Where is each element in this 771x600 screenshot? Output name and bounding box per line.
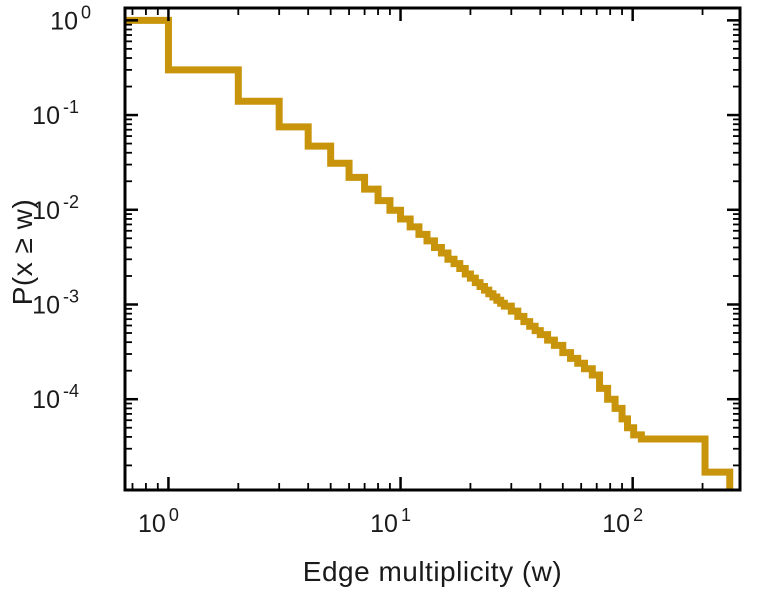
y-tick-label: 10 -2 (32, 192, 79, 225)
x-axis-label: Edge multiplicity (w) (302, 556, 563, 587)
y-tick-label: 10 -3 (32, 286, 79, 319)
y-axis-label: P(x ≥ w) (7, 198, 38, 306)
x-tick-label: 10 1 (370, 505, 411, 538)
x-tick-label: 10 0 (138, 505, 179, 538)
y-tick-label: 10 -4 (32, 381, 79, 414)
x-tick-label: 10 2 (602, 505, 643, 538)
ccdf-step-line (125, 16, 734, 490)
plot-area: 10 0 10 1 10 2 10 0 10 -1 10 -2 10 -3 10 -4 (32, 2, 742, 538)
tick-labels: 10 0 10 1 10 2 10 0 10 -1 10 -2 10 -3 10 -4 (32, 2, 643, 538)
y-tick-label: 10 0 (50, 2, 91, 35)
y-tick-label: 10 -1 (32, 97, 79, 130)
axes-frame (123, 6, 742, 492)
